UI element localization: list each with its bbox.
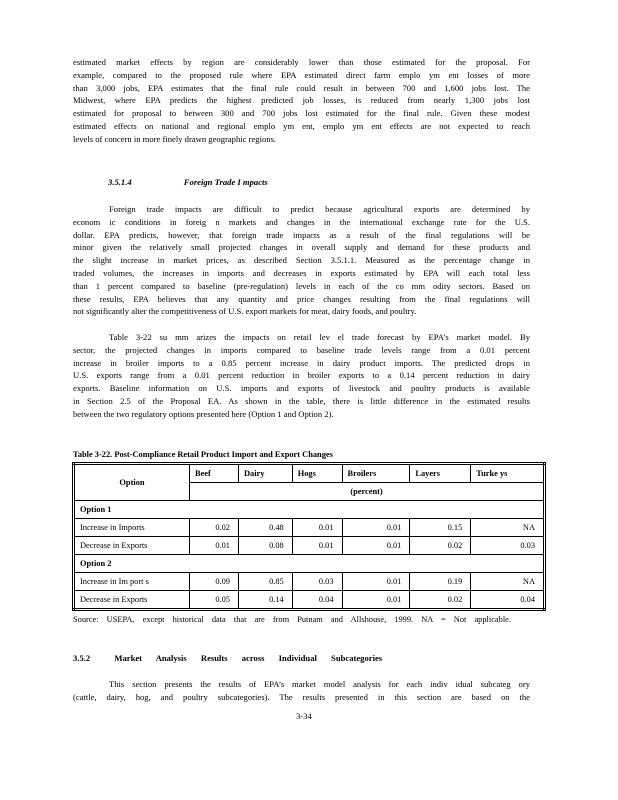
text-line: between the two regulatory options prese…: [73, 408, 334, 419]
cell-value: 0.08: [237, 536, 293, 555]
cell-value: 0.85: [237, 572, 293, 591]
column-header: Broilers: [341, 463, 411, 483]
row-label: Decrease in Exports: [73, 590, 190, 610]
text-line: Table 3-22 su mm arizes the impacts on r…: [109, 332, 530, 342]
cell-value: 0.03: [470, 536, 545, 555]
column-header: Layers: [409, 463, 472, 483]
table-source-note: Source: USEPA, except historical data th…: [73, 615, 511, 624]
section-number: 3.5.2: [73, 653, 91, 663]
text-line: than 3,000 jobs, EPA estimates that the …: [73, 82, 530, 93]
cell-value: NA: [470, 518, 545, 537]
trade-changes-table: Option Beef Dairy Hogs Broilers Layers T…: [72, 462, 546, 611]
text-line: estimated market effects by region are c…: [73, 57, 530, 67]
text-line: (cattle, dairy, hog, and poultry subcate…: [73, 691, 530, 702]
text-line: estimated for proposal to between 300 an…: [73, 108, 530, 119]
column-header: Turke ys: [470, 463, 545, 483]
text-line: traded volumes, the increases in imports…: [73, 267, 530, 278]
row-label: Decrease in Exports: [73, 536, 190, 555]
text-line: This section presents the results of EPA…: [109, 679, 530, 689]
table-caption: Table 3-22. Post-Compliance Retail Produ…: [73, 450, 333, 459]
text-line: example, compared to the proposed rule w…: [73, 69, 530, 80]
cell-value: 0.01: [341, 590, 411, 610]
text-line: dollar. EPA predicts, however, that fore…: [73, 229, 530, 240]
cell-value: 0.14: [237, 590, 293, 610]
cell-value: 0.48: [237, 518, 293, 537]
cell-value: 0.19: [409, 572, 472, 591]
cell-value: 0.04: [470, 590, 545, 610]
paragraph-foreign-trade: Foreign trade impacts are difficult to p…: [73, 203, 530, 318]
unit-header: (percent): [189, 482, 545, 501]
table-row: Increase in Imports 0.02 0.48 0.01 0.01 0.15 N…: [73, 518, 545, 537]
text-line: Foreign trade impacts are difficult to p…: [109, 204, 530, 214]
cell-value: 0.01: [189, 536, 239, 555]
column-header: Hogs: [291, 463, 343, 483]
cell-value: 0.02: [409, 536, 472, 555]
cell-value: 0.02: [189, 518, 239, 537]
text-line: increase in broiler imports to a 0.85 pe…: [73, 357, 530, 368]
section-heading-market-analysis: 3.5.2 Market Analysis Results across Ind…: [73, 653, 382, 663]
paragraph-table-summary: Table 3-22 su mm arizes the impacts on r…: [73, 331, 530, 421]
cell-value: 0.01: [341, 518, 411, 537]
cell-value: 0.03: [291, 572, 343, 591]
row-label: Increase in Imports: [73, 518, 190, 537]
page-number: 3-34: [296, 711, 312, 721]
table-group-row: Option 1: [73, 500, 545, 519]
cell-value: 0.05: [189, 590, 239, 610]
table-row: Increase in Im port s 0.09 0.85 0.03 0.01 0.1…: [73, 572, 545, 591]
option-group-label: Option 1: [73, 500, 545, 519]
cell-value: 0.01: [341, 572, 411, 591]
cell-value: 0.02: [409, 590, 472, 610]
table-row: Decrease in Exports 0.01 0.08 0.01 0.01 0.02 0…: [73, 536, 545, 555]
column-header: Beef: [189, 463, 239, 483]
text-line: Midwest, where EPA predicts the highest …: [73, 95, 530, 106]
cell-value: 0.04: [291, 590, 343, 610]
cell-value: NA: [470, 572, 545, 591]
table-group-row: Option 2: [73, 554, 545, 573]
table-row: Decrease in Exports 0.05 0.14 0.04 0.01 0.02 0…: [73, 590, 545, 610]
text-line: than 1 percent compared to baseline (pre…: [73, 280, 530, 291]
cell-value: 0.01: [291, 536, 343, 555]
text-line: sector, the projected changes in imports…: [73, 344, 530, 355]
cell-value: 0.09: [189, 572, 239, 591]
text-line: minor given the relatively small project…: [73, 242, 530, 253]
text-line: estimated effects on national and region…: [73, 120, 530, 131]
text-line: in Section 2.5 of the Proposal EA. As sh…: [73, 395, 530, 406]
text-line: exports. Baseline information on U.S. im…: [73, 383, 530, 394]
row-label: Increase in Im port s: [73, 572, 190, 591]
paragraph-subcategories: This section presents the results of EPA…: [73, 678, 530, 704]
section-heading-foreign-trade: 3.5.1.4 Foreign Trade I mpacts: [108, 177, 268, 187]
section-title: Market Analysis Results across Individua…: [114, 653, 383, 663]
text-line: U.S. exports range from a 0.01 percent r…: [73, 370, 530, 381]
section-number: 3.5.1.4: [108, 177, 132, 187]
text-line: econom ic conditions in foreig n markets…: [73, 216, 530, 227]
cell-value: 0.01: [291, 518, 343, 537]
paragraph-regional-effects: estimated market effects by region are c…: [73, 56, 530, 146]
option-group-label: Option 2: [73, 554, 545, 573]
section-title: Foreign Trade I mpacts: [183, 177, 268, 187]
cell-value: 0.01: [341, 536, 411, 555]
cell-value: 0.15: [409, 518, 472, 537]
text-line: levels of concern in more finely drawn g…: [73, 133, 277, 144]
column-header: Dairy: [237, 463, 293, 483]
text-line: these results, EPA believes that any qua…: [73, 293, 530, 304]
option-header: Option: [73, 463, 190, 501]
text-line: the slight increase in market prices, as…: [73, 255, 530, 266]
text-line: not significantly alter the competitiven…: [73, 306, 417, 317]
